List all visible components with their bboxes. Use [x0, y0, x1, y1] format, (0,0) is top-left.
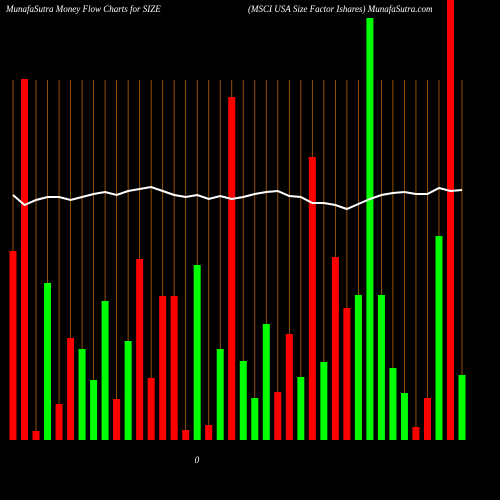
zero-label: 0 [195, 455, 200, 465]
bar [251, 398, 259, 440]
bar [297, 377, 305, 440]
bar [44, 283, 52, 440]
bar [435, 236, 443, 440]
bar [285, 334, 293, 440]
bar [90, 380, 98, 440]
bar [412, 427, 420, 440]
bar [170, 296, 178, 440]
bar [389, 368, 397, 440]
bar [377, 295, 385, 440]
bar [446, 0, 454, 440]
bar [67, 338, 75, 440]
bar [458, 375, 466, 440]
bar [366, 18, 374, 440]
bar [354, 295, 362, 440]
bar [78, 349, 86, 440]
bar [124, 341, 132, 440]
bar [182, 430, 190, 440]
bar [423, 398, 431, 440]
bar [101, 301, 109, 440]
bar [308, 157, 316, 440]
bar [216, 349, 224, 440]
bar [228, 97, 236, 440]
bar [331, 257, 339, 440]
bar [113, 399, 121, 440]
bar [239, 361, 247, 440]
bar [21, 79, 29, 440]
bar [193, 265, 201, 440]
bar [274, 392, 282, 440]
chart-subtitle: (MSCI USA Size Factor Ishares) MunafaSut… [248, 4, 433, 14]
bar [400, 393, 408, 440]
chart-title: MunafaSutra Money Flow Charts for SIZE [5, 4, 161, 14]
bar [159, 296, 167, 440]
bar [55, 404, 63, 440]
bar [9, 251, 17, 440]
lines [12, 185, 463, 211]
bar [136, 259, 144, 440]
bar [262, 324, 270, 440]
bar [320, 362, 328, 440]
bar [343, 308, 351, 440]
money-flow-line [12, 185, 463, 211]
bars [9, 0, 466, 440]
bar [32, 431, 40, 440]
bar [147, 378, 155, 440]
bar [205, 425, 213, 440]
